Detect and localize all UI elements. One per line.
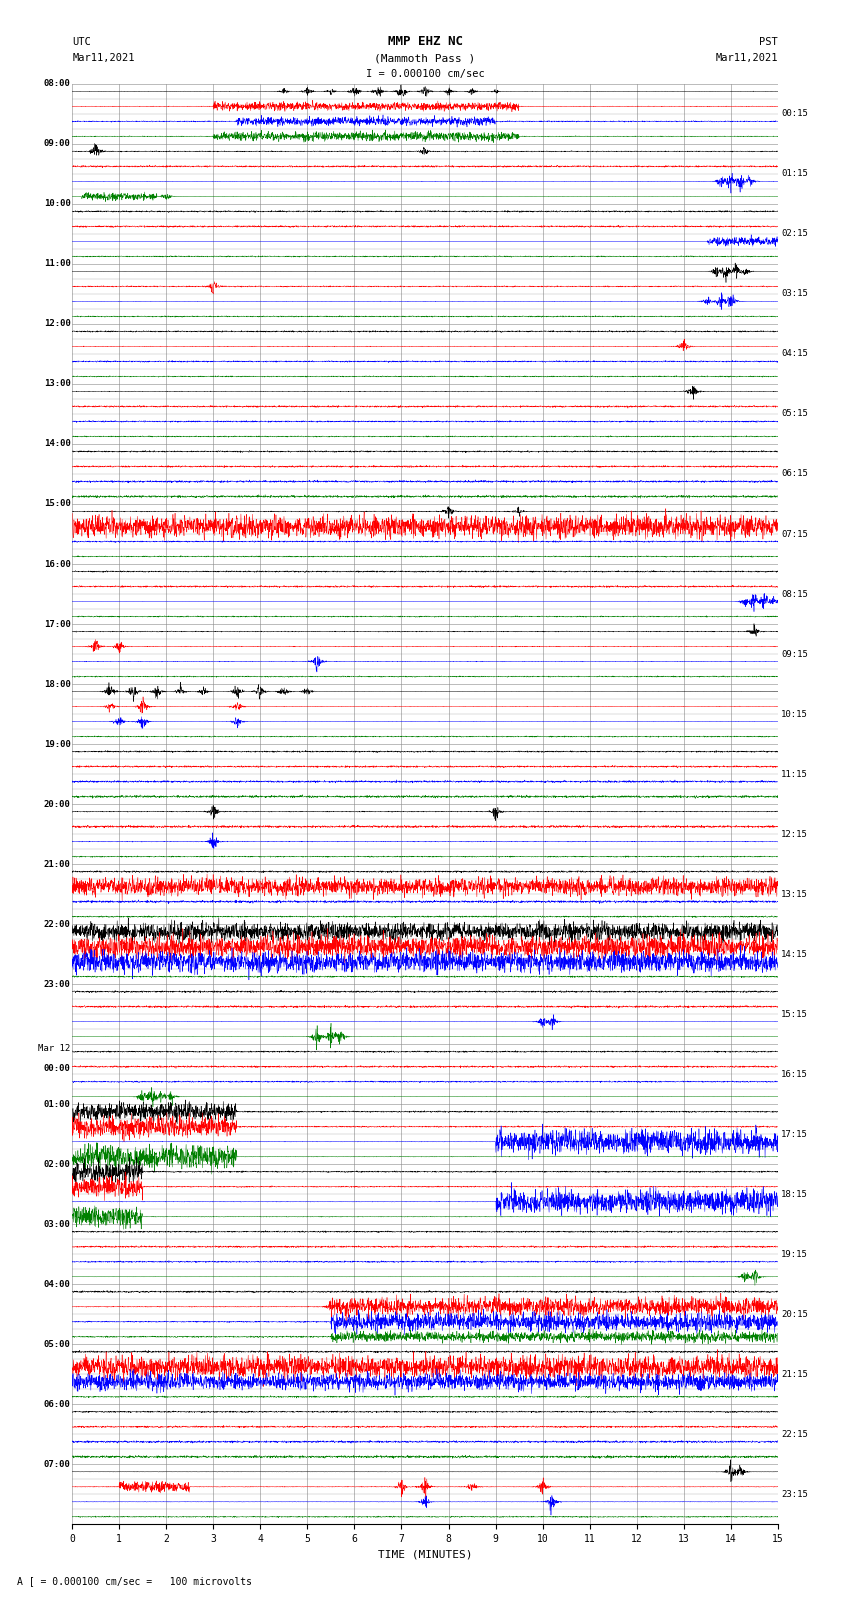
Text: 07:00: 07:00: [43, 1460, 71, 1469]
Text: 03:15: 03:15: [781, 289, 808, 298]
Text: Mar11,2021: Mar11,2021: [715, 53, 778, 63]
Text: 12:15: 12:15: [781, 829, 808, 839]
Text: 14:00: 14:00: [43, 439, 71, 448]
Text: 22:15: 22:15: [781, 1429, 808, 1439]
Text: 13:15: 13:15: [781, 890, 808, 898]
Text: 21:15: 21:15: [781, 1369, 808, 1379]
Text: 04:15: 04:15: [781, 350, 808, 358]
Text: 21:00: 21:00: [43, 860, 71, 868]
Text: 17:00: 17:00: [43, 619, 71, 629]
Text: 16:15: 16:15: [781, 1069, 808, 1079]
Text: UTC: UTC: [72, 37, 91, 47]
Text: 11:15: 11:15: [781, 769, 808, 779]
Text: 09:00: 09:00: [43, 139, 71, 148]
Text: 19:15: 19:15: [781, 1250, 808, 1258]
Text: 10:00: 10:00: [43, 200, 71, 208]
Text: 07:15: 07:15: [781, 529, 808, 539]
Text: PST: PST: [759, 37, 778, 47]
Text: 06:15: 06:15: [781, 469, 808, 479]
Text: 20:00: 20:00: [43, 800, 71, 808]
Text: 04:00: 04:00: [43, 1279, 71, 1289]
Text: 01:00: 01:00: [43, 1100, 71, 1108]
X-axis label: TIME (MINUTES): TIME (MINUTES): [377, 1550, 473, 1560]
Text: 06:00: 06:00: [43, 1400, 71, 1408]
Text: 12:00: 12:00: [43, 319, 71, 329]
Text: (Mammoth Pass ): (Mammoth Pass ): [374, 53, 476, 63]
Text: 05:15: 05:15: [781, 410, 808, 418]
Text: 02:15: 02:15: [781, 229, 808, 239]
Text: 05:00: 05:00: [43, 1340, 71, 1348]
Text: 00:15: 00:15: [781, 110, 808, 118]
Text: 08:15: 08:15: [781, 589, 808, 598]
Text: 13:00: 13:00: [43, 379, 71, 389]
Text: 00:00: 00:00: [43, 1063, 71, 1073]
Text: 19:00: 19:00: [43, 740, 71, 748]
Text: 20:15: 20:15: [781, 1310, 808, 1319]
Text: I = 0.000100 cm/sec: I = 0.000100 cm/sec: [366, 69, 484, 79]
Text: 18:15: 18:15: [781, 1190, 808, 1198]
Text: 16:00: 16:00: [43, 560, 71, 568]
Text: 02:00: 02:00: [43, 1160, 71, 1169]
Text: 15:00: 15:00: [43, 500, 71, 508]
Text: 18:00: 18:00: [43, 679, 71, 689]
Text: 23:15: 23:15: [781, 1490, 808, 1498]
Text: 10:15: 10:15: [781, 710, 808, 718]
Text: 01:15: 01:15: [781, 169, 808, 179]
Text: Mar11,2021: Mar11,2021: [72, 53, 135, 63]
Text: 23:00: 23:00: [43, 979, 71, 989]
Text: MMP EHZ NC: MMP EHZ NC: [388, 35, 462, 48]
Text: 03:00: 03:00: [43, 1219, 71, 1229]
Text: 17:15: 17:15: [781, 1129, 808, 1139]
Text: 08:00: 08:00: [43, 79, 71, 89]
Text: A [ = 0.000100 cm/sec =   100 microvolts: A [ = 0.000100 cm/sec = 100 microvolts: [17, 1576, 252, 1586]
Text: 22:00: 22:00: [43, 919, 71, 929]
Text: Mar 12: Mar 12: [38, 1044, 71, 1053]
Text: 15:15: 15:15: [781, 1010, 808, 1019]
Text: 14:15: 14:15: [781, 950, 808, 958]
Text: 11:00: 11:00: [43, 260, 71, 268]
Text: 09:15: 09:15: [781, 650, 808, 658]
